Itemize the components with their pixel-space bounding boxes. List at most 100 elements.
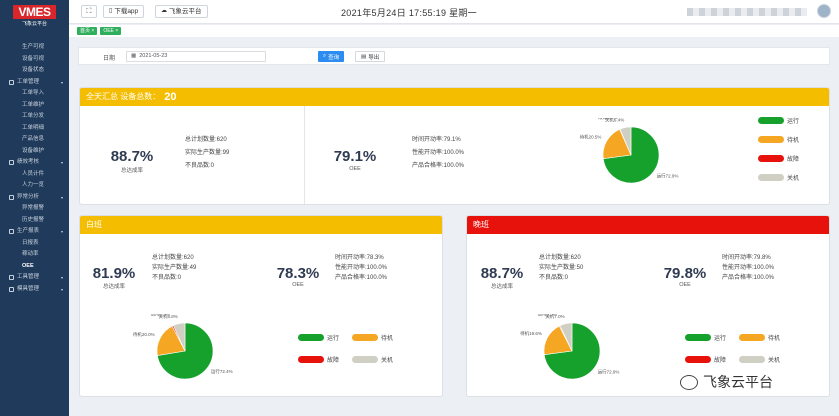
sidebar-item-14[interactable]: 异常报警 bbox=[0, 203, 69, 215]
export-button[interactable]: ▤ 导出 bbox=[355, 51, 386, 62]
chevron-down-icon: ▾ bbox=[60, 286, 63, 292]
night-legend-wait[interactable]: 待机 bbox=[739, 333, 780, 342]
night-shift-panel: 晚班 88.7% 总达成率 总计划数量:620 实际生产数量:50 不良品数:0… bbox=[466, 215, 830, 397]
sidebar: VMES 飞象云平台 生产可视设备可视 设备状态工单管理 ▾ 工单导入工单维护 工单分发… bbox=[0, 0, 69, 416]
pie-slice-1[interactable] bbox=[602, 128, 632, 160]
day-title-text: 白班 bbox=[86, 220, 102, 229]
sidebar-item-2[interactable]: 设备状态 bbox=[0, 65, 69, 77]
export-icon: ▤ bbox=[361, 53, 367, 60]
sidebar-item-13[interactable]: 异常分析 ▾ bbox=[0, 192, 69, 204]
sidebar-item-6[interactable]: 工单分发 bbox=[0, 111, 69, 123]
legend-wait[interactable]: 待机 bbox=[758, 135, 799, 144]
day-legend-fault[interactable]: 故障 bbox=[298, 355, 339, 364]
day-panel-title: 白班 bbox=[80, 216, 442, 234]
menu-group-icon bbox=[9, 229, 14, 235]
summary-title-text: 全天汇总 设备总数： bbox=[86, 92, 161, 101]
night-legend-off[interactable]: 关机 bbox=[739, 355, 780, 364]
sidebar-item-1[interactable]: 设备可视 bbox=[0, 54, 69, 66]
menu-group-icon bbox=[9, 275, 14, 281]
night-quality-rate: 产品合格率:100.0% bbox=[722, 275, 775, 281]
sidebar-item-label: 工单导入 bbox=[22, 90, 45, 96]
day-achievement-label: 总达成率 bbox=[102, 284, 125, 290]
sidebar-item-label: 设备状态 bbox=[22, 67, 45, 73]
night-legend-fault[interactable]: 故障 bbox=[685, 355, 726, 364]
date-input[interactable]: ▦ 2021-05-23 bbox=[126, 51, 266, 62]
sidebar-nav: 生产可视设备可视 设备状态工单管理 ▾ 工单导入工单维护 工单分发 工单明细 产品信息 设备维… bbox=[0, 42, 69, 295]
night-legend-wait-swatch bbox=[739, 334, 765, 341]
day-oee-label: OEE bbox=[292, 282, 304, 288]
sidebar-item-10[interactable]: 绩效考核 ▾ bbox=[0, 157, 69, 169]
sidebar-item-19[interactable]: OEE bbox=[0, 261, 69, 273]
day-legend-fault-swatch bbox=[298, 356, 324, 363]
search-icon: ⌕ bbox=[323, 53, 327, 59]
legend-run[interactable]: 运行 bbox=[758, 116, 799, 125]
sidebar-item-3[interactable]: 工单管理 ▾ bbox=[0, 77, 69, 89]
sidebar-item-label: OEE bbox=[22, 262, 34, 269]
night-achievement-rate: 88.7% bbox=[480, 265, 524, 282]
avatar[interactable] bbox=[817, 4, 831, 18]
day-legend-wait[interactable]: 待机 bbox=[352, 333, 393, 342]
sidebar-item-18[interactable]: 稼动率 bbox=[0, 249, 69, 261]
sidebar-item-16[interactable]: 生产报表 ▾ bbox=[0, 226, 69, 238]
menu-group-icon bbox=[9, 194, 14, 200]
night-legend-fault-swatch bbox=[685, 356, 711, 363]
summary-defect-qty: 不良品数:0 bbox=[185, 163, 215, 169]
cloud-platform-button[interactable]: ☁ 飞象云平台 bbox=[155, 5, 208, 18]
tab-home[interactable]: 首页 × bbox=[77, 27, 98, 35]
legend-wait-label: 待机 bbox=[787, 138, 800, 144]
sidebar-item-label: 人力一览 bbox=[22, 182, 45, 188]
sidebar-item-7[interactable]: 工单明细 bbox=[0, 123, 69, 135]
day-legend-off-label: 关机 bbox=[381, 358, 394, 364]
day-achievement-rate: 81.9% bbox=[92, 265, 136, 282]
sidebar-item-12[interactable]: 人力一览 bbox=[0, 180, 69, 192]
download-app-button[interactable]: ▯ 下载app bbox=[103, 5, 145, 18]
pie-slice-label-1: 待机19.6% bbox=[520, 330, 542, 337]
watermark-text: 飞象云平台 bbox=[703, 374, 773, 390]
sidebar-item-11[interactable]: 人员计件 bbox=[0, 169, 69, 181]
legend-run-swatch bbox=[758, 117, 784, 124]
sidebar-item-0[interactable]: 生产可视 bbox=[0, 42, 69, 54]
sidebar-item-label: 生产可视 bbox=[22, 44, 45, 50]
logo-text: VMES bbox=[13, 5, 56, 19]
summary-oee: 79.1% bbox=[333, 148, 377, 165]
legend-fault[interactable]: 故障 bbox=[758, 154, 799, 163]
night-legend-run-label: 运行 bbox=[714, 336, 727, 342]
logo[interactable]: VMES 飞象云平台 bbox=[0, 0, 69, 28]
sidebar-item-15[interactable]: 历史报警 bbox=[0, 215, 69, 227]
night-legend-off-swatch bbox=[739, 356, 765, 363]
pie-slice-label-2: 故障0.2% bbox=[598, 118, 617, 121]
night-perf-util: 性能开动率:100.0% bbox=[722, 265, 775, 271]
pie-slice-3[interactable] bbox=[173, 322, 186, 352]
night-planned-qty: 总计划数量:620 bbox=[539, 255, 581, 261]
night-legend-run-swatch bbox=[685, 334, 711, 341]
sidebar-item-label: 历史报警 bbox=[22, 216, 45, 223]
sidebar-item-21[interactable]: 模具管理 ▾ bbox=[0, 284, 69, 296]
sidebar-item-8[interactable]: 产品信息 bbox=[0, 134, 69, 146]
legend-off[interactable]: 关机 bbox=[758, 173, 799, 182]
summary-achievement-rate: 88.7% bbox=[110, 148, 154, 165]
pie-slice-3[interactable] bbox=[619, 126, 632, 156]
sidebar-item-20[interactable]: 工具管理 ▾ bbox=[0, 272, 69, 284]
day-legend-run[interactable]: 运行 bbox=[298, 333, 339, 342]
day-time-util: 时间开动率:78.3% bbox=[335, 255, 384, 261]
sidebar-item-4[interactable]: 工单导入 bbox=[0, 88, 69, 100]
sidebar-item-label: 人员计件 bbox=[22, 170, 45, 177]
sidebar-item-9[interactable]: 设备维护 bbox=[0, 146, 69, 158]
summary-panel: 全天汇总 设备总数： 20 88.7% 总达成率 总计划数量:620 实际生产数… bbox=[79, 87, 830, 205]
night-legend-run[interactable]: 运行 bbox=[685, 333, 726, 342]
sidebar-item-label: 模具管理 bbox=[17, 285, 40, 292]
night-legend-fault-label: 故障 bbox=[714, 358, 727, 364]
pie-slice-3[interactable] bbox=[559, 322, 573, 352]
day-perf-util: 性能开动率:100.0% bbox=[335, 265, 388, 271]
sidebar-item-17[interactable]: 日报表 bbox=[0, 238, 69, 250]
sidebar-item-5[interactable]: 工单维护 bbox=[0, 100, 69, 112]
pie-slice-label-2: 故障0.5% bbox=[538, 314, 557, 317]
query-button[interactable]: ⌕ 查询 bbox=[318, 51, 345, 62]
tab-oee[interactable]: OEE × bbox=[100, 27, 122, 35]
menu-group-icon bbox=[9, 286, 14, 292]
user-name-blurred[interactable] bbox=[687, 8, 807, 16]
day-legend-run-label: 运行 bbox=[327, 336, 340, 342]
day-legend-off[interactable]: 关机 bbox=[352, 355, 393, 364]
summary-quality-rate: 产品合格率:100.0% bbox=[412, 163, 465, 169]
fullscreen-button[interactable]: ⛶ bbox=[81, 5, 97, 18]
